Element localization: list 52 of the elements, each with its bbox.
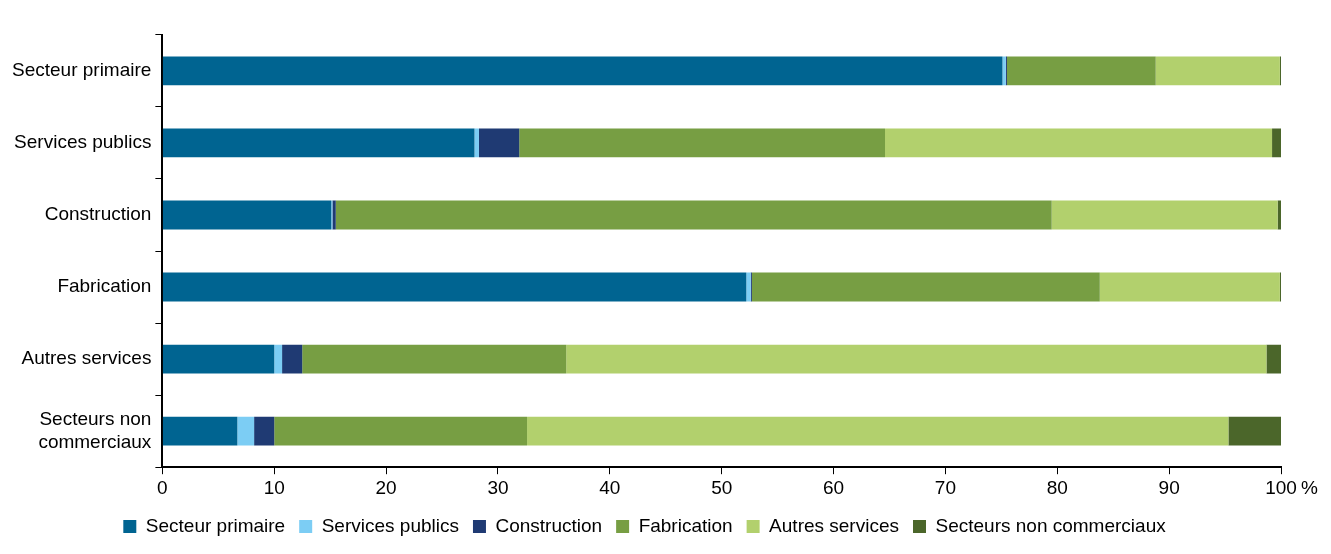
bar	[162, 416, 238, 446]
bar	[274, 416, 528, 446]
bar	[527, 416, 1229, 446]
bar	[282, 344, 303, 374]
x-tick-label: 90	[1158, 476, 1180, 498]
bar	[162, 272, 747, 302]
bar	[302, 344, 567, 374]
y-tick-label: Secteur primaire	[11, 59, 152, 81]
bar	[1051, 200, 1278, 230]
x-tick-label: 60	[822, 476, 845, 498]
x-tick-label: 0	[157, 476, 168, 498]
bar	[478, 128, 520, 158]
bar	[751, 272, 1100, 302]
bar	[335, 200, 1052, 230]
legend-label: Fabrication	[638, 514, 733, 536]
y-tick-label: Construction	[44, 203, 152, 225]
bar	[254, 416, 275, 446]
bar	[474, 128, 479, 158]
bar	[162, 344, 275, 374]
y-tick-label: Fabrication	[57, 275, 152, 297]
bar	[885, 128, 1273, 158]
bar	[1099, 272, 1280, 302]
bar	[746, 272, 751, 302]
x-tick-label: 10	[263, 476, 285, 498]
x-tick-label: 100	[1265, 476, 1297, 498]
y-tick-label: Services publics	[14, 131, 152, 153]
bar	[274, 344, 283, 374]
bar	[566, 344, 1267, 374]
x-tick-label: 70	[934, 476, 956, 498]
legend-label: Construction	[495, 514, 603, 536]
bar	[1006, 56, 1156, 86]
bar	[1266, 344, 1281, 374]
bar	[237, 416, 255, 446]
y-tick-label: Autres services	[21, 347, 152, 369]
legend-label: Services publics	[321, 514, 459, 536]
legend-label: Autres services	[769, 514, 899, 536]
bar	[1228, 416, 1281, 446]
bar	[519, 128, 886, 158]
x-tick-label: 80	[1046, 476, 1068, 498]
x-tick-label: 20	[375, 476, 397, 498]
x-tick-label: 40	[599, 476, 621, 498]
x-tick-label: 50	[711, 476, 733, 498]
x-axis-title: %	[1301, 476, 1318, 498]
legend-label: Secteur primaire	[145, 514, 286, 536]
bar	[1155, 56, 1280, 86]
bar	[1272, 128, 1281, 158]
legend-label: Secteurs non commerciaux	[935, 514, 1167, 536]
bar	[162, 128, 475, 158]
y-tick-label: Secteurs non commerciaux	[38, 408, 152, 452]
x-tick-label: 30	[487, 476, 509, 498]
bar	[162, 200, 332, 230]
bar	[162, 56, 1003, 86]
